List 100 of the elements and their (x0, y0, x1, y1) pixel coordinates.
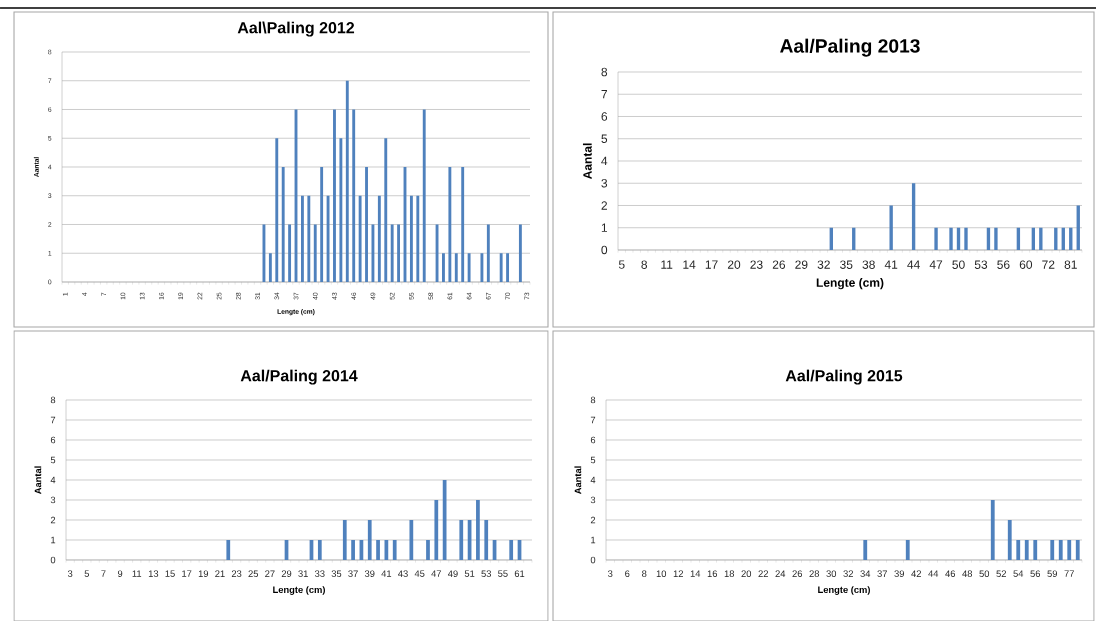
x-axis-title: Lengte (cm) (273, 586, 325, 595)
bar (339, 138, 343, 282)
x-tick-label: 20 (727, 260, 741, 269)
bar (422, 109, 426, 282)
x-tick-label: 46 (945, 570, 956, 577)
bar (351, 539, 355, 560)
bar (333, 109, 336, 282)
bar (994, 227, 998, 250)
bar (934, 227, 938, 250)
y-tick-label: 7 (590, 416, 596, 424)
bar (518, 224, 522, 282)
y-axis-title: Aantal (34, 466, 42, 495)
bar (467, 253, 471, 282)
y-tick-label: 3 (590, 496, 596, 504)
bar (863, 539, 868, 560)
x-tick-label: 59 (1047, 570, 1057, 577)
bar (320, 166, 324, 282)
bar (288, 224, 292, 282)
chart-title: Aal/Paling 2013 (780, 38, 920, 57)
x-tick-label: 81 (1064, 260, 1077, 269)
x-tick-label: 3 (67, 570, 73, 577)
y-tick-label: 5 (590, 456, 596, 464)
y-tick-label: 4 (50, 476, 56, 484)
x-tick-label: 37 (348, 570, 358, 577)
y-tick-label: 1 (591, 536, 596, 544)
bar (476, 499, 480, 560)
x-tick-label: 72 (1042, 260, 1055, 269)
x-tick-label: 55 (498, 570, 508, 577)
x-tick-label: 13 (148, 570, 159, 577)
chart-title: Aal\Paling 2012 (237, 21, 355, 37)
x-tick-label: 38 (862, 260, 875, 269)
bar (506, 253, 510, 282)
x-tick-label: 45 (414, 570, 425, 577)
x-tick-label: 15 (165, 570, 175, 577)
x-tick-label: 8 (642, 570, 647, 577)
bar (365, 166, 368, 282)
x-tick-label: 41 (381, 570, 392, 577)
y-tick-label: 5 (601, 134, 608, 143)
bar (1033, 539, 1038, 560)
y-tick-label: 5 (50, 456, 56, 464)
bar (390, 224, 394, 282)
x-tick-label: 5 (84, 570, 90, 577)
x-tick-label: 47 (431, 570, 442, 577)
x-tick-label: 52 (996, 570, 1006, 577)
y-tick-label: 4 (601, 156, 608, 166)
y-tick-label: 2 (590, 516, 596, 524)
bar (376, 539, 380, 560)
x-tick-label: 47 (929, 260, 943, 269)
x-tick-label: 34 (860, 570, 871, 577)
y-tick-label: 3 (50, 496, 56, 504)
x-tick-label: 39 (364, 570, 375, 577)
bar (268, 253, 272, 282)
x-tick-label: 44 (928, 570, 939, 577)
bar (484, 519, 489, 560)
x-tick-label: 42 (911, 570, 921, 577)
bar (1058, 539, 1063, 560)
x-tick-label: 53 (974, 260, 988, 269)
x-tick-label: 19 (198, 570, 209, 577)
y-tick-label: 0 (590, 556, 596, 564)
bar (352, 109, 356, 282)
bar (448, 166, 452, 282)
x-tick-label: 8 (641, 260, 648, 269)
bar (1075, 539, 1080, 560)
bar (1016, 539, 1021, 560)
x-tick-label: 61 (514, 570, 525, 577)
y-tick-label: 8 (50, 396, 56, 404)
bar (964, 227, 968, 250)
bar (416, 195, 420, 282)
x-tick-label: 31 (298, 570, 308, 577)
x-tick-label: 26 (772, 260, 786, 269)
x-tick-label: 20 (741, 570, 752, 577)
bar (499, 253, 503, 282)
y-tick-label: 6 (601, 112, 608, 121)
x-tick-label: 22 (758, 570, 768, 577)
x-tick-label: 3 (608, 570, 613, 577)
bar (1067, 539, 1072, 560)
x-tick-label: 49 (447, 570, 458, 577)
x-tick-label: 50 (979, 570, 990, 577)
bar (313, 224, 317, 282)
x-tick-label: 11 (661, 260, 673, 269)
y-tick-label: 3 (601, 178, 608, 188)
bar (454, 253, 458, 282)
x-tick-label: 17 (182, 570, 192, 577)
bar (1007, 519, 1012, 560)
bar (358, 195, 362, 282)
x-tick-label: 51 (464, 570, 475, 577)
x-tick-label: 32 (843, 570, 853, 577)
x-tick-label: 28 (809, 570, 820, 577)
bar (397, 224, 401, 282)
x-tick-label: 56 (997, 260, 1010, 269)
bar (480, 253, 484, 282)
x-tick-label: 32 (817, 260, 830, 269)
bar (281, 166, 285, 282)
x-axis-title: Lengte (cm) (818, 586, 870, 595)
x-tick-label: 44 (907, 260, 920, 269)
x-tick-label: 14 (683, 260, 696, 269)
x-tick-label: 33 (314, 570, 325, 577)
bar (326, 195, 330, 282)
x-tick-label: 5 (618, 260, 625, 269)
bar (317, 539, 322, 560)
